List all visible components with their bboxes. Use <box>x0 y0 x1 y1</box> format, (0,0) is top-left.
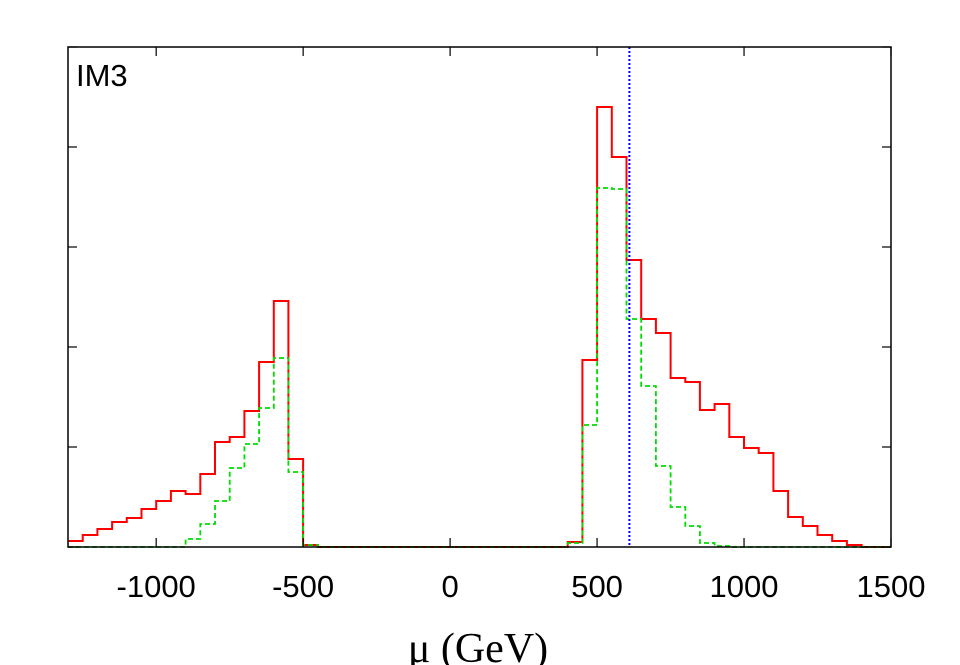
x-tick-label: 500 <box>571 569 623 604</box>
panel-label: IM3 <box>76 58 128 93</box>
axis-ticks <box>68 46 892 548</box>
x-tick-label: 1500 <box>857 569 926 604</box>
x-tick-label: -1000 <box>117 569 196 604</box>
x-axis-label: μ (GeV) <box>408 626 548 665</box>
x-tick-label: 0 <box>441 569 458 604</box>
x-tick-labels: -1000 -500 0 500 1000 1500 <box>117 569 926 604</box>
series-0-step-line <box>68 106 891 548</box>
x-tick-label: 1000 <box>710 569 779 604</box>
x-tick-label: -500 <box>272 569 334 604</box>
plot-frame <box>67 46 892 548</box>
plot-area <box>68 47 891 548</box>
